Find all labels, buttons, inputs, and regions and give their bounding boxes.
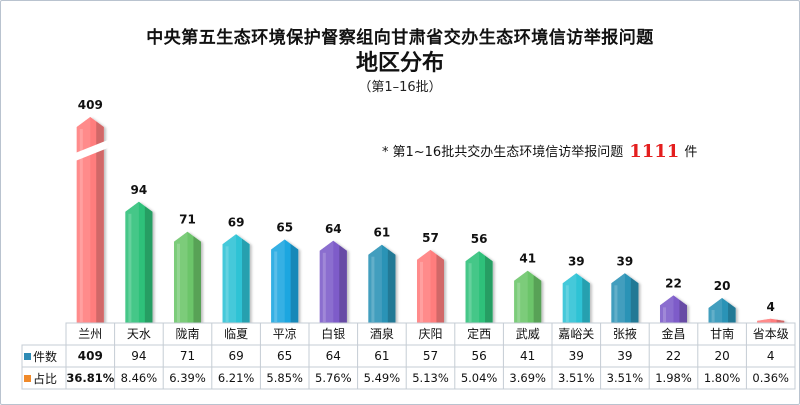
category-label-兰州: 兰州 [78,327,102,341]
bars-layer [72,117,785,324]
value-label-酒泉: 61 [374,226,391,240]
bar-嘉峪关 [562,273,590,324]
category-label-庆阳: 庆阳 [418,327,442,341]
bar-定西 [465,251,493,324]
value-label-定西: 56 [471,232,488,246]
value-label-省本级: 4 [767,300,775,314]
category-label-酒泉: 酒泉 [370,327,394,341]
category-label-临夏: 临夏 [224,327,248,341]
percent-cell-兰州: 36.81% [66,371,114,385]
value-label-临夏: 69 [228,215,245,229]
value-label-兰州: 409 [78,98,103,112]
value-label-金昌: 22 [665,276,682,290]
bar-甘南 [708,298,736,324]
percent-cell-白银: 5.76% [315,371,352,385]
table-row1-label: 件数 [24,345,66,367]
count-cell-甘南: 20 [714,349,729,363]
value-label-陇南: 71 [179,213,196,227]
row1-marker [24,352,31,360]
value-label-天水: 94 [131,183,148,197]
count-cell-金昌: 22 [666,349,681,363]
category-label-武威: 武威 [516,327,540,341]
category-label-白银: 白银 [321,326,345,341]
value-label-平凉: 65 [276,221,293,235]
total-note: * 第1~16批共交办生态环境信访举报问题 1111 件 [382,141,697,162]
percent-cell-张掖: 3.51% [607,371,644,385]
row2-marker [24,374,31,382]
percent-cell-庆阳: 5.13% [412,371,449,385]
count-cell-嘉峪关: 39 [569,349,584,363]
value-label-武威: 41 [519,252,536,266]
bar-陇南 [174,231,201,324]
value-label-庆阳: 57 [422,231,439,245]
data-table: 兰州 409 36.81% 天水 94 8.46% 陇南 71 6.39% 临夏 69 6.21% 平凉… [21,322,796,390]
count-cell-天水: 94 [131,349,146,363]
percent-cell-平凉: 5.85% [266,371,303,385]
bar-庆阳 [417,249,444,324]
percent-cell-临夏: 6.21% [218,371,255,385]
percent-cell-金昌: 1.98% [655,371,692,385]
row1-label-text: 件数 [33,349,58,364]
percent-cell-定西: 5.04% [461,371,498,385]
table-row2-label: 占比 [24,367,66,389]
count-cell-武威: 41 [520,349,535,363]
category-label-省本级: 省本级 [753,327,789,341]
percent-cell-嘉峪关: 3.51% [558,371,595,385]
percent-cell-酒泉: 5.49% [364,371,401,385]
count-cell-临夏: 69 [228,349,243,363]
note-prefix: * [382,145,389,160]
count-cell-平凉: 65 [277,349,292,363]
category-label-金昌: 金昌 [661,326,685,341]
bar-临夏 [222,234,250,324]
bar-兰州 [76,117,104,324]
bar-金昌 [660,295,687,324]
axis-break-mark [72,140,108,162]
chart-title: 地区分布 [355,51,444,76]
bar-武威 [514,270,542,324]
count-cell-酒泉: 61 [374,349,389,363]
count-cell-白银: 64 [326,349,341,363]
category-label-陇南: 陇南 [175,326,199,341]
bar-天水 [125,201,153,324]
bar-张掖 [611,273,639,324]
count-cell-兰州: 409 [78,349,103,363]
bar-平凉 [271,239,299,324]
category-label-张掖: 张掖 [613,327,637,341]
bar-白银 [319,240,347,324]
value-label-甘南: 20 [714,279,731,293]
category-label-天水: 天水 [127,327,151,341]
category-label-甘南: 甘南 [710,326,734,341]
value-label-白银: 64 [325,222,342,236]
count-cell-定西: 56 [471,349,486,363]
count-cell-陇南: 71 [180,349,195,363]
percent-cell-陇南: 6.39% [169,371,206,385]
percent-cell-省本级: 0.36% [752,371,789,385]
category-label-定西: 定西 [467,326,491,341]
value-labels-layer: 409 94 71 69 65 64 61 57 56 41 39 39 22 20 4 [78,98,775,314]
percent-cell-武威: 3.69% [509,371,546,385]
chart-title-line1: 中央第五生态环境保护督察组向甘肃省交办生态环境信访举报问题 [146,28,654,48]
percent-cell-甘南: 1.80% [704,371,741,385]
row2-label-text: 占比 [33,371,58,386]
count-cell-省本级: 4 [767,349,775,363]
note-total: 1111 [629,141,680,162]
bar-酒泉 [368,244,396,324]
count-cell-庆阳: 57 [423,349,438,363]
percent-cell-天水: 8.46% [121,371,158,385]
category-label-嘉峪关: 嘉峪关 [558,327,594,341]
count-cell-张掖: 39 [617,349,632,363]
category-label-平凉: 平凉 [273,326,297,341]
note-text-before: 第1~16批共交办生态环境信访举报问题 [392,145,624,160]
value-label-张掖: 39 [617,254,634,268]
note-text-after: 件 [684,145,698,160]
chart-subtitle: （第1–16批） [358,80,442,95]
value-label-嘉峪关: 39 [568,254,585,268]
